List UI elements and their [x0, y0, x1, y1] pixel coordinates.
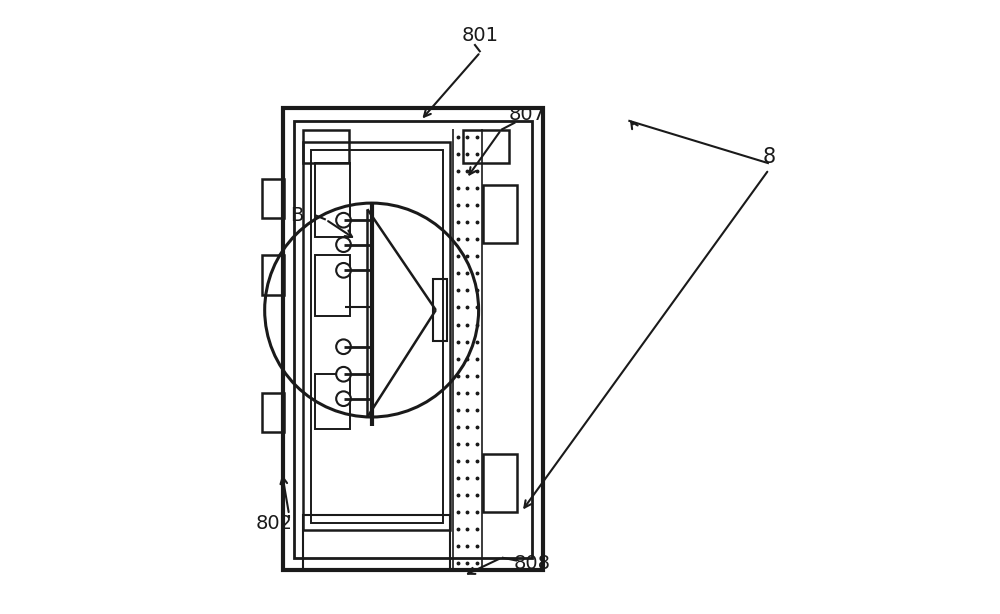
Text: 807: 807: [509, 105, 546, 124]
Bar: [463, 130, 509, 163]
Bar: [303, 515, 450, 570]
Text: 808: 808: [514, 554, 551, 573]
Circle shape: [336, 213, 351, 228]
Circle shape: [336, 263, 351, 278]
Bar: [294, 120, 532, 558]
Circle shape: [336, 340, 351, 354]
Bar: [315, 255, 350, 316]
Bar: [315, 375, 350, 429]
Bar: [315, 163, 350, 237]
Bar: [303, 130, 349, 163]
Bar: [311, 150, 443, 523]
Bar: [283, 108, 543, 570]
Text: 802: 802: [256, 515, 293, 534]
Bar: [303, 142, 450, 530]
Circle shape: [336, 367, 351, 381]
Bar: [483, 454, 517, 511]
Circle shape: [336, 238, 351, 252]
Bar: [262, 179, 284, 219]
Text: 801: 801: [462, 26, 499, 44]
Bar: [262, 255, 284, 295]
Bar: [262, 392, 284, 432]
Circle shape: [336, 391, 351, 406]
Bar: [433, 279, 447, 341]
Text: B: B: [290, 206, 303, 225]
Text: 8: 8: [762, 147, 776, 167]
Bar: [483, 185, 517, 243]
